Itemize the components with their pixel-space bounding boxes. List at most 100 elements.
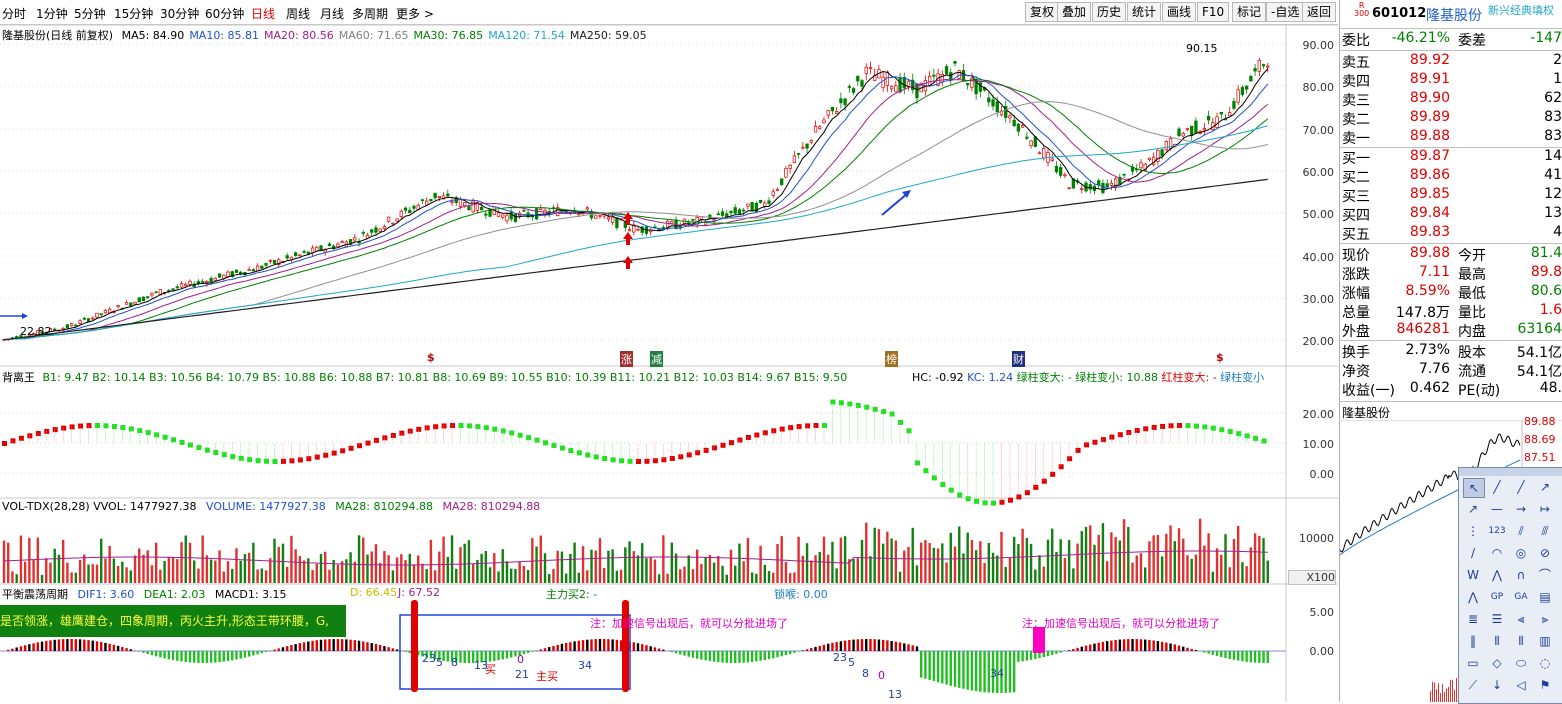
back-button[interactable]: 返回 [1302, 2, 1336, 22]
zigzag-icon[interactable]: ⋀ [1487, 566, 1507, 584]
arrow-line-icon[interactable]: ↦ [1535, 500, 1555, 518]
peak-icon[interactable]: ⌒ [1535, 566, 1555, 584]
period-tab-weekly[interactable]: 周线 [286, 5, 310, 22]
time-zone-icon[interactable]: ‖ [1463, 632, 1483, 650]
event-mark-dollar[interactable]: $ [427, 351, 435, 364]
diamond-icon[interactable]: ◇ [1487, 654, 1507, 672]
spiral-icon[interactable]: ◌ [1535, 654, 1555, 672]
horizontal-line-icon[interactable]: — [1487, 500, 1507, 518]
slash-icon[interactable]: ∕ [1463, 544, 1483, 562]
dea-value: DEA1: 2.03 [144, 588, 206, 601]
period-tab-30min[interactable]: 30分钟 [160, 5, 199, 22]
line-segment-icon[interactable]: ╱ [1487, 478, 1507, 496]
history-button[interactable]: 历史 [1092, 2, 1126, 22]
event-mark-jian[interactable]: 减 [650, 351, 663, 367]
line-icon[interactable]: ╱ [1511, 478, 1531, 496]
f10-button[interactable]: F10 [1197, 2, 1229, 22]
channel-icon[interactable]: ⫻ [1535, 522, 1555, 540]
period-tab-15min[interactable]: 15分钟 [114, 5, 153, 22]
add-watchlist-button[interactable]: -自选 [1266, 2, 1304, 22]
curve-icon[interactable]: ∩ [1511, 566, 1531, 584]
period-tab-monthly[interactable]: 月线 [320, 5, 344, 22]
fib-num: 5 [848, 656, 855, 669]
y-tick: 30.00 [1288, 293, 1334, 306]
mark-button[interactable]: 标记 [1232, 2, 1266, 22]
vertical-line-icon[interactable]: ⋮ [1463, 522, 1483, 540]
event-mark-cai[interactable]: 财 [1012, 351, 1025, 367]
arc-icon[interactable]: ◠ [1487, 544, 1507, 562]
no-entry-icon[interactable]: ⊘ [1535, 544, 1555, 562]
horizontal-ray-icon[interactable]: → [1511, 500, 1531, 518]
parallel-line-icon[interactable]: ⫽ [1511, 522, 1531, 540]
overlay-button[interactable]: 叠加 [1057, 2, 1091, 22]
bars-icon[interactable]: ⦀ [1511, 632, 1531, 650]
ray-icon[interactable]: ↗ [1535, 478, 1555, 496]
period-tab-more[interactable]: 更多 > [396, 5, 434, 22]
fib-num: 5 [436, 656, 443, 669]
grid-tool-icon[interactable]: ▤ [1535, 588, 1555, 606]
mountain-icon[interactable]: ⋀ [1463, 588, 1483, 606]
period-tab-fenshi[interactable]: 分时 [2, 5, 26, 22]
divergence-values: B1: 9.47 B2: 10.14 B3: 10.56 B4: 10.79 B… [43, 371, 848, 384]
draw-line-button[interactable]: 画线 [1162, 2, 1196, 22]
fib-num: 13 [474, 659, 488, 672]
fan-down-icon[interactable]: ⟋ [1463, 676, 1483, 694]
stock-tag[interactable]: 新兴经典填权 [1488, 2, 1554, 18]
event-mark-zhang[interactable]: 涨 [620, 351, 633, 367]
event-mark-bang[interactable]: 榜 [885, 351, 898, 367]
fan-icon[interactable]: ⫷ [1511, 610, 1531, 628]
stat-label: 最高 [1458, 264, 1486, 284]
stock-name[interactable]: 隆基股份 [1426, 5, 1482, 25]
cycle-lines-icon[interactable]: ⦀ [1487, 632, 1507, 650]
circle-icon[interactable]: ◎ [1511, 544, 1531, 562]
y-tick: 90.00 [1288, 39, 1334, 52]
div-y-tick: 10.00 [1288, 438, 1334, 451]
restore-right-button[interactable]: 复权 [1025, 2, 1059, 22]
level-label: 卖一 [1342, 128, 1370, 148]
down-arrow-icon[interactable]: ↓ [1487, 676, 1507, 694]
weibi-label: 委比 [1342, 30, 1370, 50]
stat-value: 0.462 [1390, 380, 1450, 396]
drawing-toolbox[interactable]: ↖ ╱ ╱ ↗ ↗ — → ↦ ⋮ 123 ⫽ ⫻ ∕ ◠ ◎ ⊘ W ⋀ ∩ … [1458, 467, 1562, 704]
period-tab-5min[interactable]: 5分钟 [74, 5, 106, 22]
stat-label: 涨跌 [1342, 264, 1370, 284]
period-tab-daily[interactable]: 日线 [251, 5, 275, 22]
flag-icon[interactable]: ⚑ [1535, 676, 1555, 694]
ray-up-icon[interactable]: ↗ [1463, 500, 1483, 518]
toolbox-titlebar[interactable] [1459, 468, 1562, 476]
period-tab-multi[interactable]: 多周期 [352, 5, 388, 22]
gp-tool-icon[interactable]: GP [1487, 588, 1507, 606]
statistics-button[interactable]: 统计 [1127, 2, 1161, 22]
speed-lines-icon[interactable]: ⫸ [1535, 610, 1555, 628]
period-toolbar: 分时 1分钟 5分钟 15分钟 30分钟 60分钟 日线 周线 月线 多周期 更… [0, 0, 1338, 25]
y-tick: 20.00 [1288, 335, 1334, 348]
ga-tool-icon[interactable]: GA [1511, 588, 1531, 606]
stat-label: 内盘 [1458, 321, 1486, 341]
ma-legend-item: MA5: 84.90 [122, 29, 185, 42]
wave-icon[interactable]: W [1463, 566, 1483, 584]
levels-icon[interactable]: ☰ [1487, 610, 1507, 628]
number-tool-icon[interactable]: 123 [1487, 522, 1507, 540]
rectangle-icon[interactable]: ▭ [1463, 654, 1483, 672]
period-tab-60min[interactable]: 60分钟 [205, 5, 244, 22]
event-mark-dollar[interactable]: $ [1216, 351, 1224, 364]
stat-value: 89.8 [1500, 264, 1562, 280]
cursor-tool-icon[interactable]: ↖ [1463, 478, 1485, 498]
fib-num: 23 [422, 652, 436, 665]
dense-bars-icon[interactable]: ▥ [1535, 632, 1555, 650]
ellipse-icon[interactable]: ⬭ [1511, 654, 1531, 672]
fibonacci-icon[interactable]: ≣ [1463, 610, 1483, 628]
period-tab-1min[interactable]: 1分钟 [36, 5, 68, 22]
triangle-icon[interactable]: ◁ [1511, 676, 1531, 694]
